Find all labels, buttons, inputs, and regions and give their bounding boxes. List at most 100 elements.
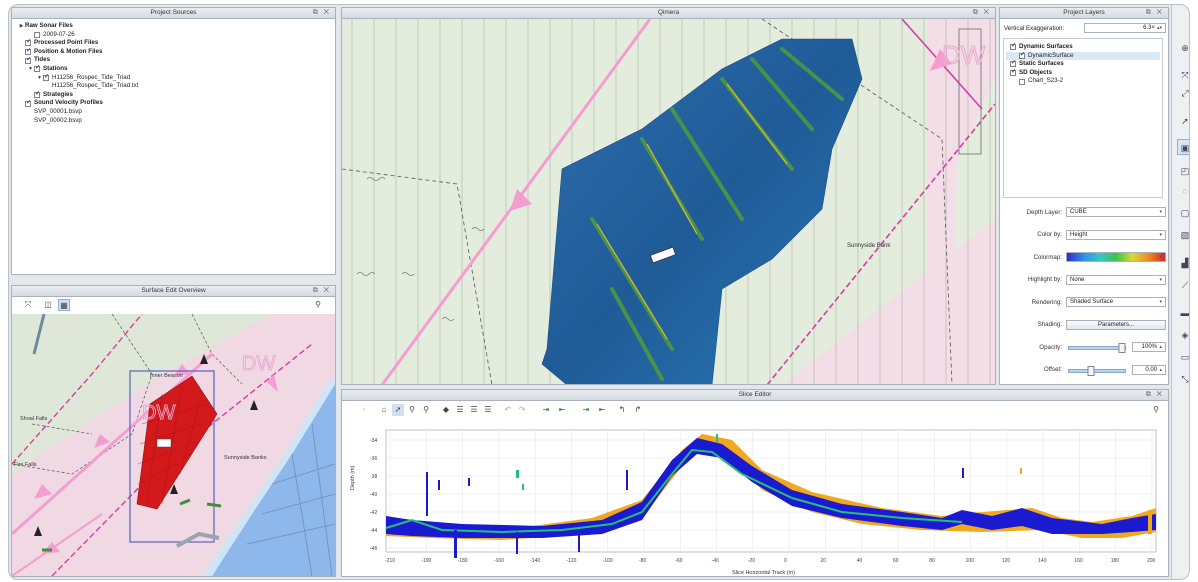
source-tree-item[interactable]: ▼ H11256_Rospec_Tide_Triad xyxy=(18,73,329,83)
slice-right-icon[interactable]: ⇤ xyxy=(598,405,606,414)
source-tree-item[interactable]: Strategies xyxy=(18,90,329,100)
panel-controls[interactable]: ⧉ ✕ xyxy=(972,9,991,16)
spin-arrows-icon[interactable]: ▴ xyxy=(1159,344,1162,350)
lasso-icon[interactable]: ◌ xyxy=(1182,186,1188,196)
panel-controls[interactable]: ⧉ ✕ xyxy=(312,9,331,16)
source-tree-item[interactable]: H11256_Rospec_Tide_Triad.txt xyxy=(18,82,329,91)
slider-handle[interactable] xyxy=(1087,365,1095,376)
checkbox[interactable] xyxy=(1019,51,1025,59)
checkbox[interactable] xyxy=(34,31,40,38)
layer-tree-item[interactable]: DynamicSurface xyxy=(1006,51,1160,61)
reject-icon[interactable]: ☰ xyxy=(456,405,464,414)
source-tree-item[interactable]: Processed Point Files xyxy=(18,38,329,48)
colormap-dropdown[interactable]: ▾ xyxy=(1066,252,1166,262)
checkbox[interactable] xyxy=(34,64,40,73)
layers-tree: Dynamic SurfacesDynamicSurfaceStatic Sur… xyxy=(1003,38,1163,198)
slice-back-icon[interactable]: ⇥ xyxy=(542,405,550,414)
checkbox[interactable] xyxy=(1019,78,1025,85)
source-tree-item[interactable]: ▶ Raw Sonar Files xyxy=(18,22,329,31)
3d-scene[interactable]: DW Sunnyside Bank xyxy=(342,19,995,385)
spin-arrows-icon[interactable]: ▴ xyxy=(1159,366,1162,373)
shoal-falls-label: Shoal Falls xyxy=(20,416,47,422)
slice-menu-icon[interactable]: ⚲ xyxy=(1153,405,1159,414)
checkbox[interactable] xyxy=(43,73,49,81)
checkbox[interactable] xyxy=(25,99,31,107)
source-tree-item[interactable]: SVP_00001.bsvp xyxy=(18,108,329,117)
source-tree-item[interactable]: SVP_00002.bsvp xyxy=(18,117,329,126)
profile-icon[interactable]: ▟ xyxy=(1181,258,1189,268)
vertical-exaggeration-spinbox[interactable]: 6.3× ▴▾ xyxy=(1084,23,1166,33)
layer-tree-item[interactable]: Dynamic Surfaces xyxy=(1006,42,1160,52)
box-icon[interactable]: ▢ xyxy=(1180,208,1190,218)
undo-icon[interactable]: ↶ xyxy=(504,405,512,414)
slider-handle[interactable] xyxy=(1118,343,1126,353)
checkbox[interactable] xyxy=(1010,68,1016,77)
checkbox[interactable] xyxy=(25,56,31,64)
checkbox[interactable] xyxy=(1010,42,1016,51)
slice-fwd-icon[interactable]: ⇤ xyxy=(558,405,566,414)
source-tree-item[interactable]: Tides xyxy=(18,56,329,65)
x-tick-label: 100 xyxy=(966,558,975,564)
panel-controls[interactable]: ⧉ ✕ xyxy=(1145,391,1164,398)
pointer-icon[interactable]: ➚ xyxy=(1181,116,1189,126)
slice-editor-title-bar: Slice Editor ⧉ ✕ xyxy=(342,390,1168,401)
rotate-right-icon[interactable]: ↱ xyxy=(634,405,642,414)
layer-icon[interactable]: ▦ xyxy=(58,299,70,311)
panel-controls[interactable]: ⧉ ✕ xyxy=(1145,9,1164,16)
shading-parameters-button[interactable]: Parameters... xyxy=(1066,319,1166,330)
offset-slider[interactable] xyxy=(1066,365,1128,376)
navigate-icon[interactable]: ⊕ xyxy=(1181,43,1189,53)
home-icon[interactable]: ⌂ xyxy=(381,405,387,414)
edit-icon[interactable]: ▨ xyxy=(1180,230,1190,240)
rotate-left-icon[interactable]: ↰ xyxy=(618,405,626,414)
colormap-icon[interactable]: ▬ xyxy=(1180,308,1190,318)
slice-plot[interactable]: -34 -36 -38 -40 -42 -44 -46 -210 -190 -180 -160 -1… xyxy=(342,420,1168,576)
redo-icon[interactable]: ↷ xyxy=(518,405,526,414)
color-by-dropdown[interactable]: Height ▾ xyxy=(1066,229,1166,240)
layer-tree-item[interactable]: SD Objects xyxy=(1006,68,1160,78)
checkbox[interactable] xyxy=(25,38,31,47)
opacity-slider[interactable] xyxy=(1066,342,1128,353)
select-icon[interactable]: ◫ xyxy=(44,300,52,309)
expand-arrow-icon[interactable]: ▼ xyxy=(28,65,33,72)
panel-controls[interactable]: ⧉ ✕ xyxy=(312,287,331,294)
zoom-extents-icon[interactable]: ⤧ xyxy=(1181,70,1189,80)
save-icon[interactable]: ▫ xyxy=(362,405,366,414)
rectangle-select-icon[interactable]: ▣ xyxy=(1177,139,1189,155)
eraser-icon[interactable]: ◆ xyxy=(442,405,450,414)
opacity-spinbox[interactable]: 100% ▴ xyxy=(1132,342,1166,352)
source-tree-item[interactable]: ▼ Stations xyxy=(18,64,329,74)
source-tree-item[interactable]: Sound Velocity Profiles xyxy=(18,99,329,108)
layer-tree-item[interactable]: Static Surfaces xyxy=(1006,59,1160,69)
checkbox[interactable] xyxy=(1010,59,1016,68)
measure-icon[interactable]: ⟋ xyxy=(1181,280,1189,290)
zoom-in-icon[interactable]: ⚲ xyxy=(409,405,415,414)
expand-arrow-icon[interactable]: ▶ xyxy=(19,23,24,29)
layers-icon[interactable]: ◈ xyxy=(1181,330,1189,340)
checkbox[interactable] xyxy=(34,90,40,99)
highlight-by-dropdown[interactable]: None ▾ xyxy=(1066,274,1166,285)
filter-icon[interactable]: ☰ xyxy=(484,405,492,414)
expand-icon[interactable]: ⤡ xyxy=(1181,374,1189,384)
overview-map[interactable]: DW DW Shoal Falls Fire Falls Sunnyside B… xyxy=(12,314,335,576)
accept-icon[interactable]: ☰ xyxy=(470,405,478,414)
slice-left-icon[interactable]: ⇥ xyxy=(582,405,590,414)
y-tick-label: -42 xyxy=(370,510,377,516)
layer-tree-item[interactable]: Chart_S23-2 xyxy=(1006,77,1160,86)
expand-arrow-icon[interactable]: ▼ xyxy=(37,74,42,81)
source-tree-item[interactable]: Position & Motion Files xyxy=(18,47,329,57)
spin-arrows-icon[interactable]: ▴▾ xyxy=(1156,25,1162,31)
source-tree-item[interactable]: 2009-07-26 xyxy=(18,31,329,40)
rendering-dropdown[interactable]: Shaded Surface ▾ xyxy=(1066,297,1166,307)
overview-menu-icon[interactable]: ⚲ xyxy=(315,300,321,309)
zoom-extents-icon[interactable]: ⤧ xyxy=(24,300,32,309)
checkbox[interactable] xyxy=(25,47,31,56)
pointer-icon[interactable]: ➚ xyxy=(392,404,404,416)
depth-layer-dropdown[interactable]: CUBE ▾ xyxy=(1066,207,1166,217)
display-icon[interactable]: ▭ xyxy=(1180,352,1190,362)
zoom-out-icon[interactable]: ⚲ xyxy=(423,405,429,414)
zoom-selection-icon[interactable]: ⤢ xyxy=(1181,88,1189,98)
slice-icon[interactable]: ◰ xyxy=(1180,166,1190,176)
offset-spinbox[interactable]: 0.00 ▴ xyxy=(1132,364,1166,375)
x-tick-label: -20 xyxy=(748,558,755,564)
